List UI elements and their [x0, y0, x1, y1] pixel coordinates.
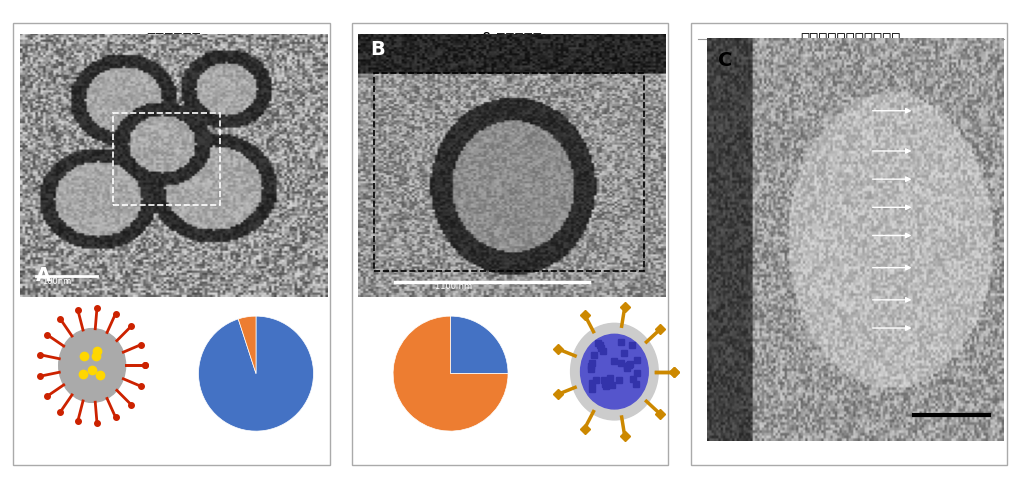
- Circle shape: [58, 329, 126, 402]
- Bar: [113, 113, 220, 205]
- Circle shape: [570, 323, 658, 420]
- Wedge shape: [451, 316, 508, 374]
- Legend: prefusion, postfusion: prefusion, postfusion: [194, 476, 318, 479]
- Legend: prefusion, postfusion: prefusion, postfusion: [388, 476, 513, 479]
- Text: β-丙内酯灭活: β-丙内酯灭活: [481, 32, 543, 47]
- Text: 腺病毒疫苗诱导抗原表达: 腺病毒疫苗诱导抗原表达: [801, 32, 901, 47]
- Bar: [374, 73, 644, 271]
- Text: 多聚甲醛灭活: 多聚甲醛灭活: [145, 32, 201, 47]
- FancyBboxPatch shape: [352, 23, 669, 465]
- Wedge shape: [393, 316, 508, 431]
- Text: B: B: [371, 40, 385, 58]
- Circle shape: [581, 334, 648, 409]
- FancyBboxPatch shape: [691, 23, 1008, 465]
- Wedge shape: [239, 316, 256, 374]
- FancyBboxPatch shape: [13, 23, 330, 465]
- Text: 100nm: 100nm: [42, 277, 72, 286]
- Text: 1100 nm: 1100 nm: [435, 282, 472, 291]
- Text: A: A: [36, 266, 51, 285]
- Wedge shape: [199, 316, 313, 431]
- Text: C: C: [719, 51, 733, 70]
